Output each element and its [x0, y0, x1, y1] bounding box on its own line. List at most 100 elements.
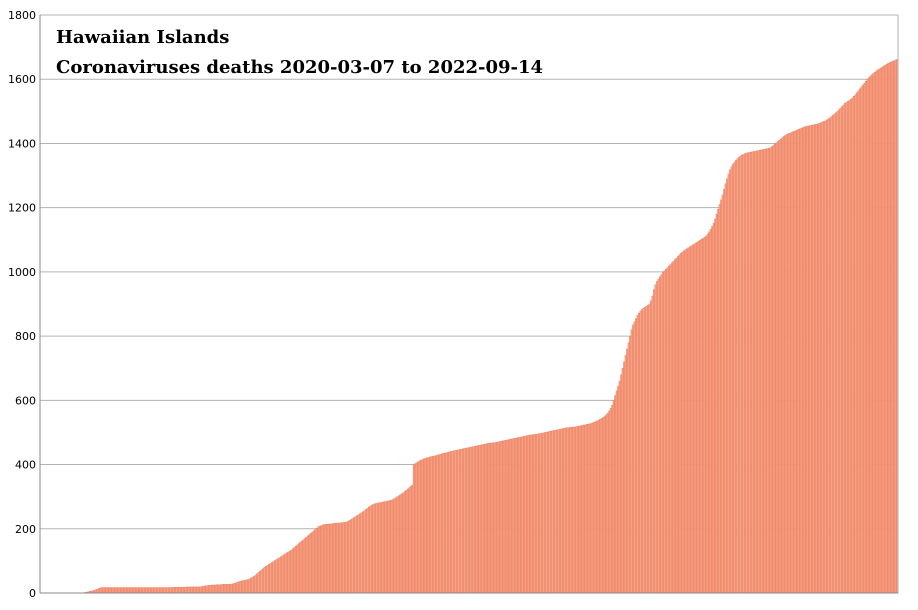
- bar: [489, 443, 490, 593]
- bar: [164, 588, 165, 593]
- bar: [195, 587, 196, 593]
- bar: [319, 526, 320, 593]
- bar: [555, 430, 556, 593]
- bar: [337, 523, 338, 593]
- bar: [859, 89, 860, 593]
- bar: [697, 242, 698, 593]
- bar: [561, 429, 562, 593]
- bar: [752, 152, 753, 593]
- bar: [216, 585, 217, 593]
- y-tick-label: 1200: [8, 202, 36, 215]
- bar: [444, 453, 445, 593]
- y-tick-label: 800: [15, 330, 36, 343]
- bar: [141, 588, 142, 593]
- bar: [161, 588, 162, 593]
- bar: [726, 179, 727, 593]
- bar: [794, 131, 795, 593]
- bar: [259, 571, 260, 593]
- bar: [338, 523, 339, 593]
- bar: [741, 155, 742, 593]
- bar: [629, 336, 630, 593]
- bar: [301, 541, 302, 593]
- bar: [861, 87, 862, 593]
- bar: [612, 405, 613, 593]
- bar: [620, 375, 621, 593]
- bar: [840, 108, 841, 593]
- bar: [749, 152, 750, 593]
- bar: [771, 147, 772, 593]
- bar: [109, 588, 110, 593]
- bar: [711, 226, 712, 593]
- bar: [246, 580, 247, 593]
- bar: [241, 581, 242, 593]
- bar: [285, 554, 286, 593]
- bar: [465, 448, 466, 593]
- bar: [459, 449, 460, 593]
- bar: [174, 587, 175, 593]
- y-tick-label: 1800: [8, 9, 36, 22]
- bar: [610, 408, 611, 593]
- bar: [325, 524, 326, 593]
- bar: [421, 460, 422, 593]
- bar: [150, 588, 151, 593]
- bar: [498, 442, 499, 593]
- bar: [574, 427, 575, 593]
- bar: [121, 588, 122, 593]
- bar: [152, 588, 153, 593]
- bar: [250, 578, 251, 593]
- bar: [188, 587, 189, 593]
- bar: [689, 247, 690, 593]
- bar: [891, 62, 892, 593]
- bar: [316, 528, 317, 593]
- bar: [133, 588, 134, 593]
- bar: [355, 517, 356, 593]
- bar: [125, 588, 126, 593]
- bar: [446, 453, 447, 593]
- bar: [306, 537, 307, 593]
- bar: [591, 423, 592, 593]
- bar: [412, 485, 413, 593]
- bar: [504, 440, 505, 593]
- bar: [262, 569, 263, 593]
- bar: [544, 432, 545, 593]
- bar: [149, 588, 150, 593]
- bar: [219, 585, 220, 593]
- bar: [844, 103, 845, 593]
- bar: [638, 313, 639, 593]
- bar: [686, 249, 687, 593]
- bar: [167, 588, 168, 593]
- bar: [518, 438, 519, 593]
- bar: [582, 425, 583, 593]
- bar: [725, 184, 726, 593]
- bar: [385, 501, 386, 593]
- bar: [847, 101, 848, 593]
- bar: [204, 586, 205, 593]
- bar: [477, 446, 478, 593]
- bar: [370, 506, 371, 593]
- bar: [756, 151, 757, 593]
- bar: [344, 522, 345, 593]
- bar: [882, 67, 883, 593]
- bar: [176, 587, 177, 593]
- bar: [695, 243, 696, 593]
- bar: [734, 162, 735, 593]
- bar: [585, 425, 586, 593]
- bar: [267, 565, 268, 593]
- bar: [406, 490, 407, 593]
- bar: [483, 444, 484, 593]
- bar: [571, 427, 572, 593]
- bar: [634, 322, 635, 593]
- bar: [228, 584, 229, 593]
- bar: [777, 142, 778, 593]
- bar: [807, 126, 808, 593]
- bar: [586, 424, 587, 593]
- bar: [877, 70, 878, 593]
- bar: [198, 587, 199, 593]
- bar: [170, 588, 171, 593]
- y-tick-label: 1600: [8, 73, 36, 86]
- bar: [232, 584, 233, 593]
- bar: [434, 456, 435, 593]
- bar: [729, 170, 730, 593]
- bar: [373, 504, 374, 593]
